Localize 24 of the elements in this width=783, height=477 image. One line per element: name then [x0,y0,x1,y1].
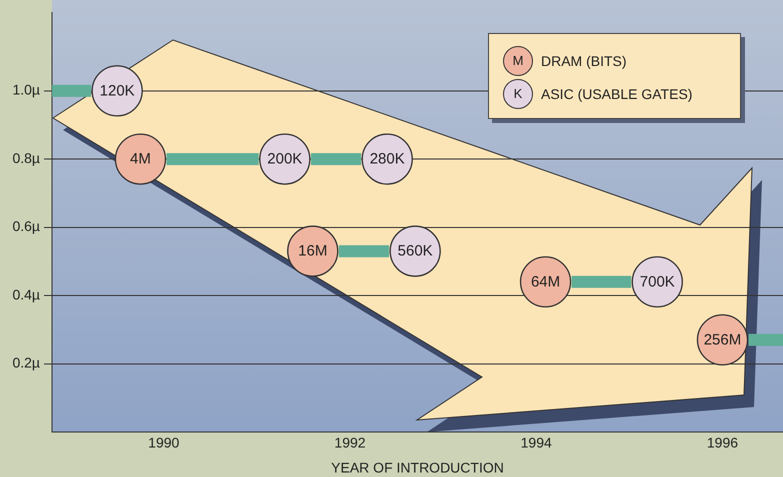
annotation: 64M [530,273,560,290]
point [114,133,166,185]
annotation: 280K [370,150,405,168]
x-axis-title: YEAR OF INTRODUCTION [331,459,504,476]
x-tick-label: 1992 [334,434,366,450]
legend-label: DRAM (BITS) [541,52,627,68]
y-tick-label: 0.8µ [12,150,40,166]
y-tick-label: 0.6µ [12,218,40,234]
annotation: 120K [100,82,135,100]
annotation: M [503,46,533,76]
annotation: K [503,78,533,108]
annotation: 4M [130,150,151,168]
x-tick-label: 1994 [520,434,552,450]
annotation: 200K [267,150,302,168]
x-tick-label: 1990 [148,434,180,450]
y-tick-label: 0.2µ [12,354,40,371]
annotation: 16M [298,242,328,260]
annotation: 700K [640,273,675,290]
y-tick-label: 0.4µ [12,286,40,302]
legend-label: ASIC (USABLE GATES) [541,86,692,102]
y-tick-label: 1.0µ [12,82,40,98]
annotation: 560K [398,242,433,260]
annotation: 256M [704,331,742,348]
x-tick-label: 1996 [706,434,738,450]
